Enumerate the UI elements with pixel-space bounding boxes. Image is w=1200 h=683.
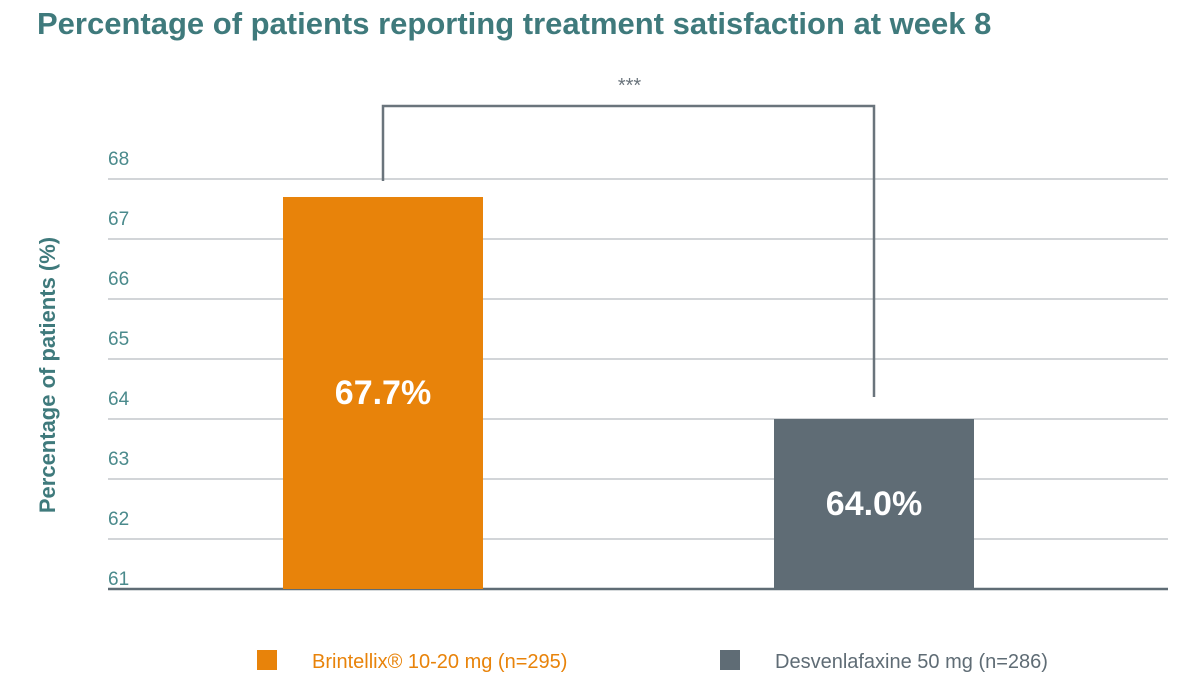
y-tick-label: 66 (108, 269, 129, 290)
legend-label: Desvenlafaxine 50 mg (n=286) (775, 651, 1048, 673)
legend-swatch (720, 650, 740, 670)
y-tick-label: 65 (108, 329, 129, 350)
y-tick-label: 62 (108, 509, 129, 530)
bar-value-label: 64.0% (826, 485, 922, 523)
bars: 67.7% 64.0% (283, 197, 974, 589)
y-axis-label: Percentage of patients (%) (35, 237, 60, 513)
bar-1 (283, 197, 483, 589)
bar-2 (774, 419, 974, 589)
y-axis-ticks: 61 62 63 64 65 66 67 68 (108, 149, 130, 590)
y-tick-label: 64 (108, 389, 130, 410)
gridlines (108, 178, 1168, 591)
y-tick-label: 68 (108, 149, 129, 170)
significance-label: *** (618, 75, 642, 97)
bar-value-label: 67.7% (335, 374, 431, 412)
significance-bracket: *** (381, 75, 876, 397)
legend: Brintellix® 10-20 mg (n=295) Desvenlafaxi… (257, 650, 1048, 673)
legend-swatch (257, 650, 277, 670)
chart-title: Percentage of patients reporting treatme… (37, 6, 991, 41)
y-tick-label: 63 (108, 449, 129, 470)
y-tick-label: 61 (108, 569, 129, 590)
y-tick-label: 67 (108, 209, 129, 230)
bracket-line (381, 104, 876, 397)
legend-label: Brintellix® 10-20 mg (n=295) (312, 651, 567, 673)
